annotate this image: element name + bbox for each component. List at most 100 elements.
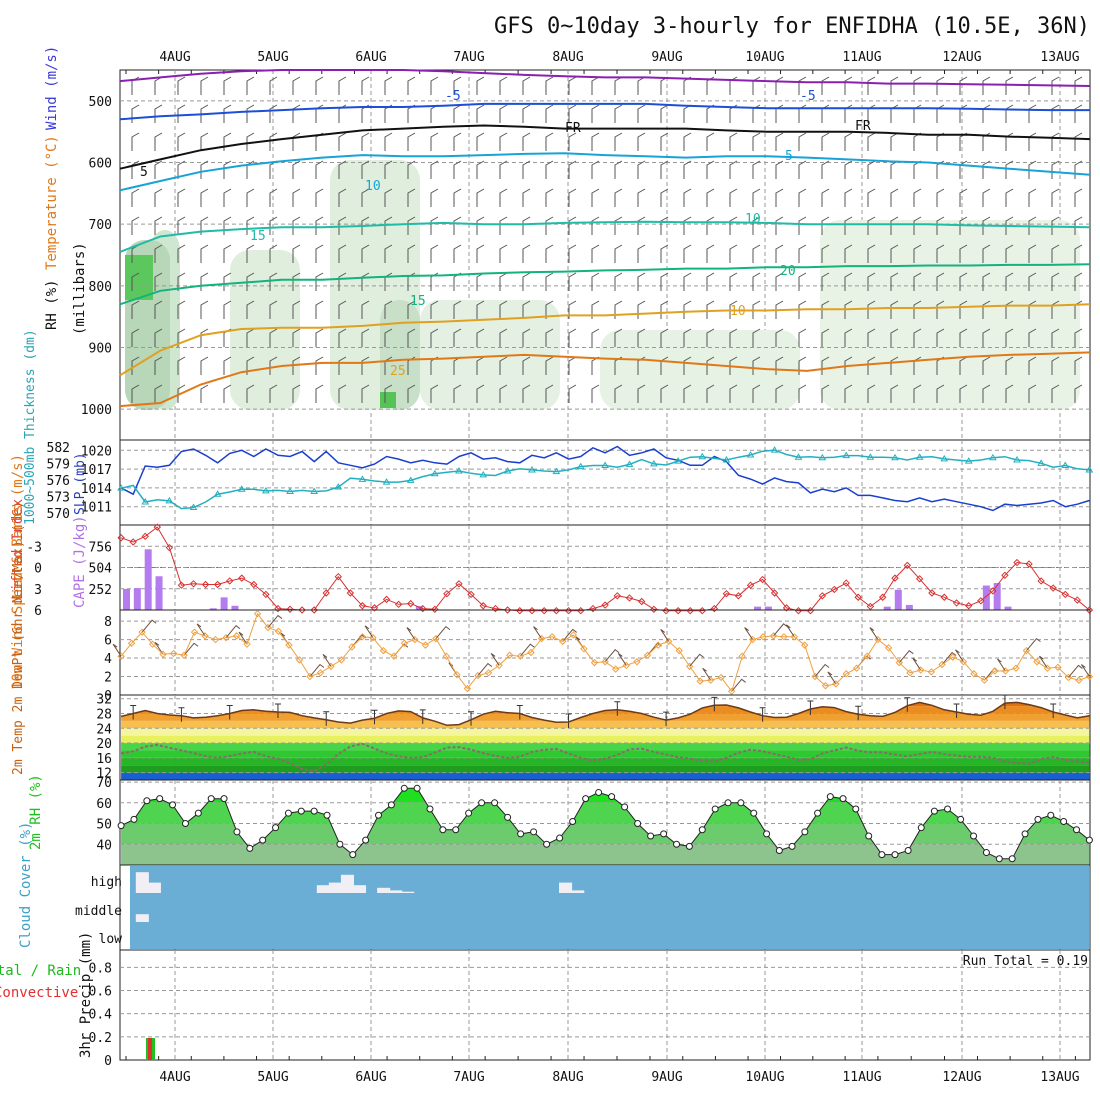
- li-point: [734, 592, 743, 600]
- wind-barb: [660, 188, 669, 207]
- temp-minmax-bar: [419, 709, 426, 724]
- bottom-date-label: 13AUG: [1040, 1070, 1079, 1085]
- rh-tick-label: 70: [96, 776, 112, 791]
- dewpoint-line: [120, 742, 1090, 773]
- thickness-tick-label: 582: [47, 441, 70, 456]
- wind-barb: [154, 356, 163, 375]
- isotherm-15: [119, 263, 1091, 306]
- wind-point: [874, 635, 882, 644]
- wind-barb: [476, 216, 485, 235]
- wind-barb: [706, 188, 715, 207]
- wind-barb: [591, 384, 600, 403]
- wind-barb: [844, 76, 853, 95]
- wind-barb: [499, 300, 508, 319]
- wind-barb: [752, 160, 761, 179]
- temp-minmax-bar: [614, 701, 621, 716]
- temp-tick-label: 32: [96, 693, 112, 708]
- wind-barb: [315, 244, 324, 263]
- wind-barb: [890, 188, 899, 207]
- upper-air-ylabel: RH (%) Temperature (°C) Wind (m/s): [44, 46, 60, 330]
- wind-point: [495, 661, 503, 670]
- wind-barb: [407, 272, 416, 291]
- temp-minmax-bar: [226, 704, 233, 720]
- wind-barb: [683, 132, 692, 151]
- wind-barb: [706, 356, 715, 375]
- li-point: [613, 592, 622, 600]
- wind-barb: [1051, 328, 1060, 347]
- rh-point: [426, 805, 434, 813]
- surface-wind-barb: [533, 626, 542, 639]
- wind-barb: [890, 132, 899, 151]
- wind-barb: [499, 104, 508, 123]
- bottom-date-label: 9AUG: [651, 1070, 682, 1085]
- rh-point: [478, 799, 486, 807]
- cloud-bar-high: [147, 882, 161, 893]
- temp-band: [121, 702, 1090, 707]
- rh-point: [930, 807, 938, 815]
- rh-point: [1047, 811, 1055, 819]
- rh-point: [763, 830, 771, 838]
- cape-ylabel: CAPE (J/kg): [72, 515, 88, 608]
- wind-barb: [913, 216, 922, 235]
- wind-barb: [361, 160, 370, 179]
- wind-barb: [752, 384, 761, 403]
- rh-point: [724, 799, 732, 807]
- wind-barb: [867, 188, 876, 207]
- rh-point: [826, 793, 834, 801]
- wind-barb: [752, 104, 761, 123]
- wind-barb: [1005, 244, 1014, 263]
- li-point: [238, 574, 246, 582]
- wind-barb: [246, 272, 255, 291]
- wind-speed-line: [120, 612, 1090, 693]
- wind-barb: [384, 160, 393, 179]
- wind-barb: [522, 300, 531, 319]
- wind-barb: [384, 76, 393, 95]
- wind-barb: [1005, 384, 1014, 403]
- wind-barb: [476, 76, 485, 95]
- wind-barb: [683, 160, 692, 179]
- wind-point: [738, 652, 746, 660]
- precip-tick-label: 0.2: [89, 1031, 112, 1046]
- wind-barb: [499, 272, 508, 291]
- wind-barb: [430, 328, 439, 347]
- wind-barb: [269, 328, 278, 347]
- cloud-bar-high: [135, 872, 149, 893]
- wind-barb: [407, 356, 416, 375]
- wind-barb: [890, 244, 899, 263]
- temp-band: [121, 713, 1090, 721]
- wind-barb: [844, 132, 853, 151]
- wind-point: [222, 634, 230, 642]
- wind-barb: [522, 384, 531, 403]
- wind-barb: [1051, 104, 1060, 123]
- rh-point: [660, 830, 668, 838]
- thickness-tick-label: 579: [47, 457, 70, 472]
- wind-barb: [131, 132, 140, 151]
- wind-barb: [384, 300, 393, 319]
- wind-barb: [844, 328, 853, 347]
- rh-point: [233, 828, 241, 836]
- wind-point: [527, 648, 535, 657]
- wind-barb: [867, 132, 876, 151]
- wind-barb: [844, 356, 853, 375]
- wind-barb: [338, 244, 347, 263]
- wind-barb: [683, 188, 692, 207]
- wind-barb: [384, 244, 393, 263]
- wind-barb: [867, 300, 876, 319]
- isotherm-label: 5: [140, 165, 148, 180]
- isotherm-label: 10: [745, 212, 761, 227]
- wind-barb: [1074, 188, 1083, 207]
- cloud-panel: high middle low Cloud Cover (%): [18, 822, 1091, 951]
- wind-point: [117, 652, 125, 660]
- precip-legend-convective: Convective: [0, 985, 78, 1001]
- wind-barb: [361, 328, 370, 347]
- wind-barb: [729, 188, 738, 207]
- li-point: [928, 589, 936, 597]
- wind-barb: [867, 160, 876, 179]
- wind-barb: [338, 272, 347, 291]
- upper-air-ylabel-part: RH (%): [44, 279, 60, 330]
- wind-barb: [982, 76, 991, 95]
- wind-barb: [1051, 384, 1060, 403]
- wind-barb: [706, 104, 715, 123]
- wind-barb: [522, 132, 531, 151]
- wind-barb: [499, 384, 508, 403]
